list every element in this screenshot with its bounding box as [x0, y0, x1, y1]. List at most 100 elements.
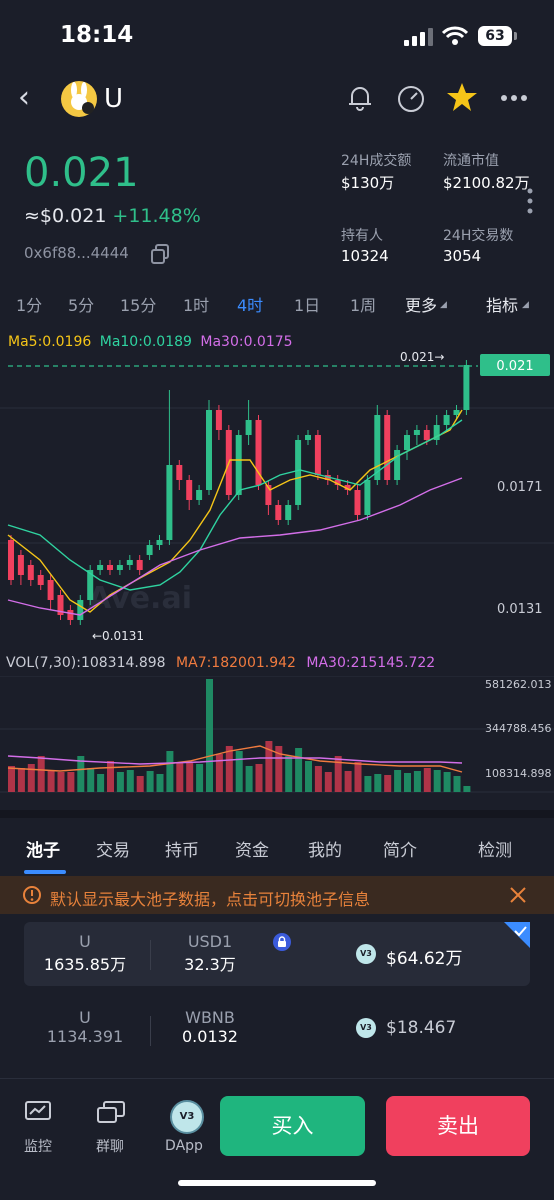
ma5-label: Ma5:0.0196	[8, 334, 92, 350]
volume-bar	[314, 766, 322, 792]
stat-label-volume: 24H成交额	[341, 153, 412, 169]
contract-address: 0x6f88...4444	[24, 244, 129, 262]
volume-bar	[245, 766, 253, 792]
volume-bar	[334, 756, 342, 792]
volume-bar	[206, 679, 213, 792]
back-button[interactable]: ‹	[18, 80, 30, 115]
volume-bar	[37, 756, 45, 792]
token-logo-icon	[61, 81, 97, 117]
pool-row-selected[interactable]	[24, 922, 530, 986]
buy-button[interactable]: 买入	[220, 1096, 365, 1156]
group-chat-icon[interactable]	[96, 1100, 126, 1126]
volume-bar	[354, 762, 362, 792]
volume-bar	[57, 772, 65, 792]
tab-funds[interactable]: 资金	[235, 841, 269, 861]
monitor-label[interactable]: 监控	[24, 1139, 52, 1155]
tab-check[interactable]: 检测	[478, 841, 512, 861]
dapp-icon[interactable]: V3	[170, 1100, 204, 1134]
period-15m[interactable]: 15分	[120, 296, 157, 315]
speedometer-icon[interactable]	[396, 84, 426, 112]
bell-icon[interactable]	[346, 84, 374, 112]
candle-body	[8, 540, 14, 580]
tab-intro[interactable]: 简介	[383, 841, 417, 861]
star-icon[interactable]	[446, 82, 478, 112]
candle-body	[57, 595, 64, 615]
period-1d[interactable]: 1日	[294, 296, 321, 315]
copy-icon[interactable]	[150, 244, 170, 264]
tab-bar: 池子 交易 持币 资金 我的 简介 检测	[0, 836, 554, 866]
volume-bar	[235, 751, 243, 792]
period-1h[interactable]: 1时	[183, 296, 210, 315]
candle-body	[364, 480, 371, 515]
volume-chart[interactable]: 581262.013 344788.456 108314.898	[0, 676, 554, 794]
volume-bar	[443, 772, 451, 792]
notice-bar[interactable]	[0, 876, 554, 914]
candle-body	[17, 555, 24, 575]
pool-1-token-a-name: U	[79, 1008, 91, 1027]
lock-icon[interactable]	[272, 932, 292, 952]
candle-body	[285, 505, 292, 520]
close-icon[interactable]	[509, 886, 527, 904]
tab-holders[interactable]: 持币	[165, 841, 199, 861]
candle-body	[166, 465, 173, 540]
ma-lines	[7, 409, 463, 616]
period-more[interactable]: 更多	[405, 296, 438, 315]
volume-bar	[374, 774, 382, 792]
volume-bar	[17, 768, 25, 792]
volume-bar	[146, 771, 154, 792]
volume-bar	[215, 754, 223, 792]
vol-ma30-line	[7, 755, 463, 765]
period-1w[interactable]: 1周	[350, 296, 377, 315]
stat-label-txns: 24H交易数	[443, 228, 514, 244]
tab-pool[interactable]: 池子	[26, 841, 60, 861]
volume-bar	[225, 746, 233, 792]
more-icon[interactable]	[500, 94, 528, 102]
price-chart[interactable]: Ave.ai 0.021 0.021→ ←0.0131 0.0171 0.013…	[0, 350, 554, 650]
volume-bar	[8, 766, 15, 792]
candle-body	[116, 565, 123, 570]
candle-body	[394, 450, 401, 480]
vertical-more-icon[interactable]	[526, 188, 534, 214]
status-time: 18:14	[60, 22, 134, 48]
vol-label: VOL(7,30):108314.898	[6, 655, 166, 671]
volume-bar	[97, 774, 105, 792]
tab-trades[interactable]: 交易	[96, 841, 130, 861]
volume-legend: VOL(7,30):108314.898 MA7:182001.942 MA30…	[6, 655, 435, 671]
candle-body	[107, 565, 113, 570]
volume-bar	[463, 786, 471, 792]
ma30-label: Ma30:0.0175	[200, 334, 293, 350]
volume-bar	[433, 770, 441, 792]
volume-bar	[116, 772, 124, 792]
candle-body	[206, 410, 212, 490]
group-chat-label[interactable]: 群聊	[96, 1139, 124, 1155]
period-5m[interactable]: 5分	[68, 296, 95, 315]
pool-0-token-b-amount: 32.3万	[184, 955, 236, 974]
period-4h[interactable]: 4时	[237, 296, 264, 315]
pool-0-token-a-name: U	[79, 932, 91, 951]
candle-body	[295, 440, 302, 505]
pool-divider-1	[150, 1016, 151, 1046]
candle-body	[27, 565, 34, 580]
candle-body	[305, 435, 311, 440]
volume-bar	[87, 768, 95, 792]
tab-mine[interactable]: 我的	[308, 841, 342, 861]
indicator-button[interactable]: 指标	[486, 296, 519, 315]
candle-body	[235, 435, 242, 495]
period-1m[interactable]: 1分	[16, 296, 43, 315]
monitor-icon[interactable]	[24, 1100, 52, 1124]
volume-bar	[176, 762, 184, 792]
volume-bar	[107, 761, 114, 792]
candle-body	[196, 490, 203, 500]
sell-button[interactable]: 卖出	[386, 1096, 530, 1156]
address-text: 0x6f88...4444	[24, 244, 129, 262]
period-more-caret-icon: ◢	[440, 300, 447, 310]
volume-bar	[295, 748, 303, 792]
candle-body	[176, 465, 183, 480]
candle-body	[136, 560, 143, 570]
candle-body	[97, 565, 104, 570]
dapp-label[interactable]: DApp	[165, 1138, 203, 1154]
candle-body	[344, 485, 351, 490]
volume-bar	[196, 764, 204, 792]
volume-bar	[166, 751, 174, 792]
candle-body	[354, 490, 361, 515]
